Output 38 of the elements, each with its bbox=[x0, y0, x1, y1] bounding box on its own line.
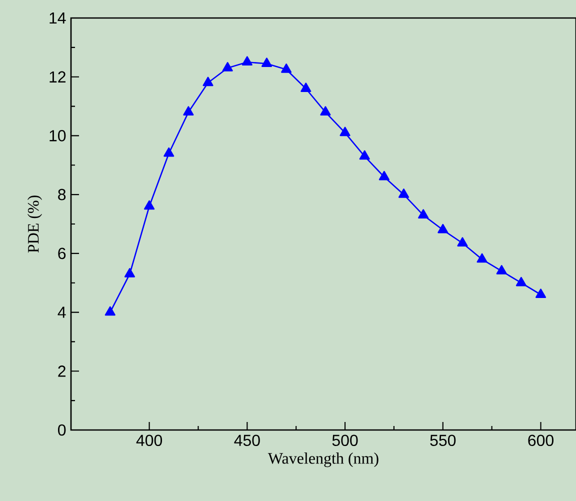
x-axis-title: Wavelength (nm) bbox=[268, 452, 378, 468]
point bbox=[378, 170, 390, 180]
point bbox=[496, 265, 507, 274]
point bbox=[457, 237, 468, 246]
x-tick-label: 600 bbox=[528, 434, 554, 446]
point bbox=[222, 62, 233, 72]
point bbox=[438, 224, 448, 234]
point bbox=[476, 253, 488, 263]
x-tick-label: 550 bbox=[430, 434, 456, 446]
point bbox=[202, 76, 214, 86]
point bbox=[261, 58, 272, 67]
point bbox=[398, 188, 410, 198]
point bbox=[124, 268, 136, 278]
x-tick-label: 400 bbox=[136, 434, 162, 446]
point bbox=[144, 200, 155, 210]
point bbox=[183, 106, 194, 116]
point bbox=[320, 106, 331, 116]
point bbox=[300, 82, 312, 92]
point bbox=[104, 306, 116, 316]
y-tick-label: 6 bbox=[58, 248, 66, 260]
point bbox=[242, 56, 252, 66]
point bbox=[164, 147, 174, 157]
point bbox=[340, 126, 350, 136]
point bbox=[359, 150, 370, 160]
y-tick-label: 0 bbox=[58, 424, 66, 436]
point bbox=[281, 63, 292, 73]
point bbox=[535, 288, 546, 298]
point bbox=[516, 276, 526, 286]
y-tick-label: 12 bbox=[50, 71, 66, 82]
y-tick-label: 2 bbox=[58, 366, 66, 377]
x-tick-label: 500 bbox=[332, 434, 358, 446]
point bbox=[418, 209, 429, 219]
y-tick-label: 10 bbox=[50, 130, 66, 142]
y-tick-label: 4 bbox=[58, 306, 66, 318]
y-tick-label: 14 bbox=[50, 12, 66, 24]
y-axis-title: PDE (%) bbox=[27, 196, 42, 253]
y-tick-label: 8 bbox=[58, 188, 66, 200]
x-tick-label: 450 bbox=[234, 434, 260, 446]
